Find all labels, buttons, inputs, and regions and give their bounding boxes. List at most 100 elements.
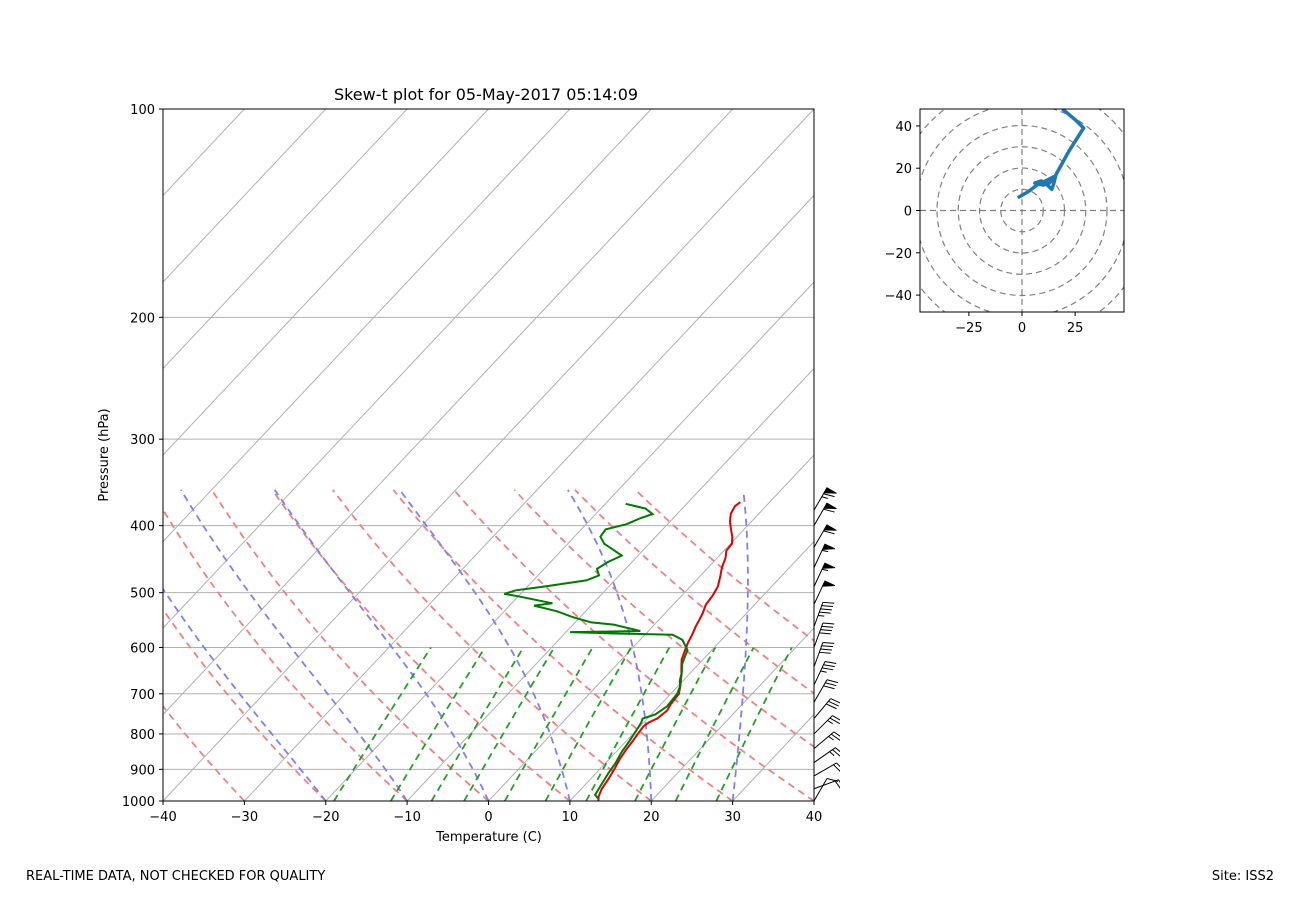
wind-barb (813, 562, 836, 587)
wind-barb-feather (825, 682, 837, 687)
mixing-ratio-line (634, 647, 717, 801)
y-tick-label: 700 (130, 688, 155, 703)
isotherm-line (163, 109, 652, 629)
isotherm-line (569, 540, 814, 801)
isotherm-line (813, 800, 814, 801)
wind-barb (813, 524, 837, 548)
mixing-ratio-line (585, 647, 671, 801)
moist-adiabat (398, 489, 571, 801)
temperature-profile (597, 501, 741, 801)
moist-adiabat (813, 796, 814, 801)
x-tick-label: −40 (149, 810, 176, 825)
wind-barb-shaft (813, 731, 835, 749)
y-tick-label: 600 (130, 641, 155, 656)
wind-barb-shaft (813, 661, 826, 686)
wind-barb-feather (823, 508, 835, 513)
mixing-ratio-line (504, 647, 594, 801)
wind-barb-feather (822, 622, 835, 625)
wind-barb-flag (823, 524, 837, 531)
x-axis-ticks: −40 −30 −20 −10 0 10 20 30 40 (149, 801, 822, 825)
wind-barb-flag (823, 502, 837, 510)
wind-barb-feather (823, 685, 835, 690)
wind-barb-shaft (813, 602, 824, 627)
mixing-ratio-line (430, 647, 525, 801)
wind-barb-feather (838, 779, 840, 783)
dry-adiabat (271, 489, 571, 801)
isotherm-line (163, 109, 327, 283)
hodograph-grid (920, 109, 1124, 312)
wind-barb-feather (826, 679, 839, 684)
moist-adiabat (273, 489, 490, 801)
isotherm-line (163, 109, 571, 543)
hodo-x-tick-label: 0 (1018, 321, 1026, 336)
wind-barb (813, 762, 840, 777)
isotherm-line (163, 109, 245, 197)
skewt-grid (0, 109, 814, 801)
wind-barb-feather (823, 530, 835, 535)
isotherm-line (163, 109, 814, 801)
x-tick-label: −20 (312, 810, 339, 825)
isotherm-line (325, 281, 814, 801)
hodograph: −25 0 25 −40 −20 0 20 40 (885, 108, 1125, 336)
wind-barb-half-feather (818, 614, 825, 617)
moist-adiabat (180, 489, 408, 801)
y-tick-label: 100 (130, 103, 155, 118)
isotherm-line (732, 713, 814, 801)
y-axis-label: Pressure (hPa) (97, 408, 112, 501)
wind-barb (813, 502, 837, 526)
wind-barb-feather (820, 629, 832, 632)
x-tick-label: 0 (484, 810, 492, 825)
wind-barb-feather (833, 731, 840, 737)
quality-disclaimer: REAL-TIME DATA, NOT CHECKED FOR QUALITY (26, 869, 326, 884)
wind-barb-flag (821, 543, 836, 550)
wind-barb-shaft (813, 762, 837, 777)
hodo-y-tick-label: 0 (904, 205, 912, 220)
isotherm-line (163, 109, 489, 456)
wind-barb-feather (836, 762, 840, 768)
y-tick-label: 500 (130, 587, 155, 602)
y-axis-ticks: 100 200 300 400 500 600 700 800 900 1000 (122, 103, 163, 810)
wind-barb-shaft (813, 778, 828, 802)
wind-barb-shaft (813, 679, 828, 703)
x-tick-label: 10 (562, 810, 579, 825)
wind-barb-feather (821, 625, 834, 628)
wind-barb-feather (819, 651, 831, 654)
dry-adiabat (332, 489, 652, 801)
mixing-ratio-line (463, 647, 555, 801)
dry-adiabat (210, 489, 490, 801)
hodo-y-tick-label: −40 (885, 289, 912, 304)
dry-adiabat (392, 489, 734, 801)
isotherm-line (650, 627, 814, 801)
hodograph-trace (1016, 109, 1086, 200)
moist-adiabat (731, 489, 749, 801)
wind-barb-feather (821, 645, 834, 648)
wind-barb-flag (821, 562, 836, 569)
wind-barb-shaft (813, 715, 833, 735)
wind-barb-feather (830, 733, 840, 741)
wind-barb-feather (830, 698, 840, 704)
isotherm-line (406, 367, 814, 801)
y-tick-label: 800 (130, 728, 155, 743)
dry-adiabat (574, 489, 814, 695)
wind-barb-shaft (813, 779, 839, 790)
hodo-x-tick-label: −25 (955, 321, 982, 336)
mixing-ratio-line (674, 647, 755, 801)
hodo-y-tick-label: 40 (895, 120, 912, 135)
wind-barb-shaft (813, 622, 824, 648)
chart-title: Skew-t plot for 05-May-2017 05:14:09 (334, 85, 638, 104)
mixing-ratio-line (715, 647, 793, 801)
hodo-y-tick-label: −20 (885, 247, 912, 262)
isotherm-line (0, 109, 82, 801)
x-tick-label: −30 (231, 810, 258, 825)
wind-barb-feather (820, 648, 832, 651)
wind-barb (813, 661, 837, 686)
wind-barb-flag (823, 487, 837, 494)
wind-barb-half-feather (829, 751, 835, 757)
y-tick-label: 900 (130, 763, 155, 778)
wind-barb-feather (828, 700, 840, 707)
wind-barb-feather (823, 493, 835, 498)
hodograph-ticks: −25 0 25 −40 −20 0 20 40 (885, 120, 1084, 336)
moist-adiabat (163, 587, 327, 801)
x-tick-label: 40 (806, 810, 823, 825)
hodograph-trace-group (1016, 109, 1086, 200)
